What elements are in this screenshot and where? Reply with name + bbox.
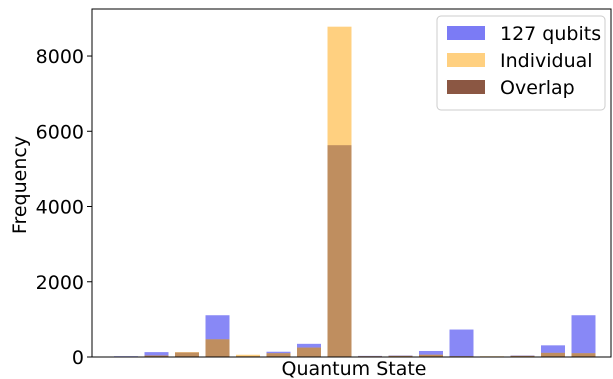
y-tick-label: 0 [72,347,84,369]
bar-overlap-2 [144,355,169,357]
y-tick-label: 4000 [36,197,84,219]
bar-127-qubits-11 [419,350,443,357]
bar-overlap-11 [419,354,443,357]
legend-label-127-qubits: 127 qubits [500,23,601,45]
bar-127-qubits-12 [449,329,474,357]
plot-frame [91,8,612,358]
legend-swatch-127-qubits [447,26,485,40]
y-tick-label: 2000 [36,272,84,294]
y-tick-label: 6000 [36,121,84,143]
legend-label-individual: Individual [500,50,593,72]
y-axis-label: Frequency [9,136,31,234]
plot-area [114,26,596,358]
bar-overlap-8 [327,145,352,357]
y-tick-label: 8000 [36,46,84,68]
legend-label-overlap: Overlap [500,77,575,99]
bar-individual-5 [236,354,260,357]
bar-127-qubits-2 [144,352,169,357]
bar-overlap-7 [297,347,321,357]
legend: 127 qubits Individual Overlap [436,15,606,111]
bar-127-qubits-16 [571,315,596,357]
bar-overlap-15 [541,352,565,357]
bar-overlap-6 [266,353,291,357]
x-axis-label: Quantum State [281,358,426,379]
bar-overlap-3 [175,352,199,357]
bar-127-qubits-15 [541,345,565,357]
bar-overlap-16 [571,353,596,357]
bar-overlap-4 [205,339,230,357]
legend-swatch-overlap [447,80,485,94]
bar-overlap-14 [510,355,535,357]
y-axis: 0 2000 4000 6000 8000 [36,46,92,369]
bar-overlap-10 [388,355,413,357]
legend-swatch-individual [447,53,485,67]
